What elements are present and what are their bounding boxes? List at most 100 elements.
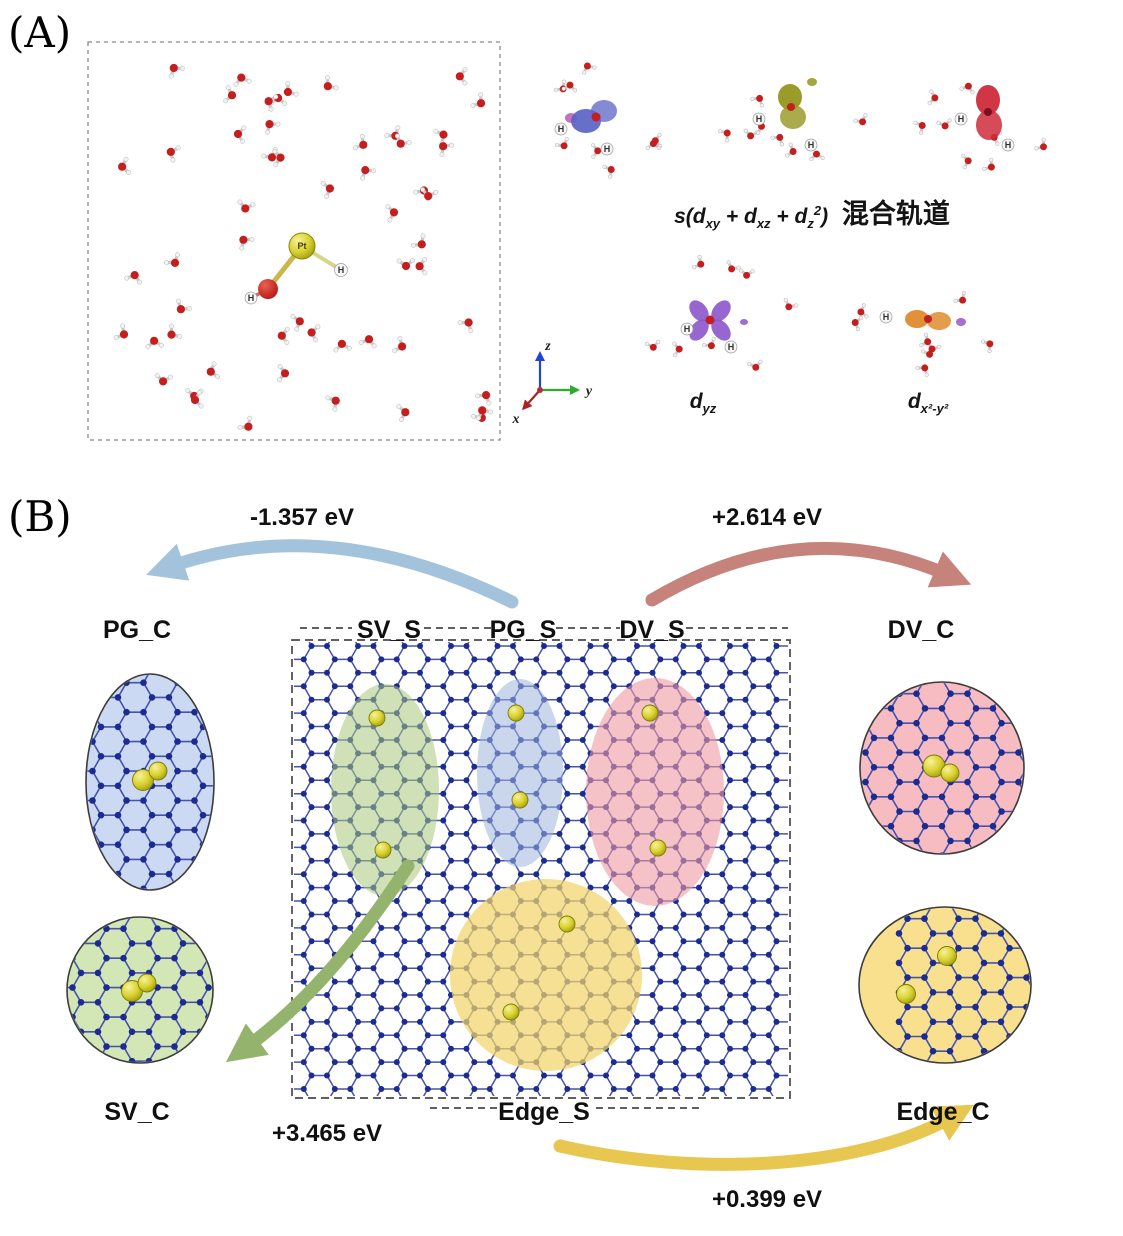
- hydrogen-atom: H: [954, 112, 968, 126]
- arrow-to-edge-c: [553, 1104, 974, 1171]
- water-molecule: [644, 339, 661, 351]
- dx2y2-orbital-label: dx²-y²: [907, 390, 949, 417]
- water-molecule: [385, 204, 399, 223]
- water-molecule: [206, 361, 221, 380]
- hydrogen-atom: H: [752, 112, 766, 126]
- water-molecule: [237, 415, 253, 431]
- water-molecule: [915, 364, 929, 377]
- energy-edge: +0.399 eV: [711, 1186, 823, 1213]
- water-molecule: [645, 140, 662, 151]
- water-molecule: [118, 156, 131, 175]
- water-molecule: [561, 81, 578, 93]
- hydrogen-atom: H: [680, 322, 694, 336]
- graphene-lattice: [895, 908, 1030, 1062]
- water-molecule: [360, 166, 377, 181]
- water-molecule: [455, 67, 468, 86]
- water-molecule: [277, 326, 290, 346]
- water-molecule: [457, 318, 474, 334]
- water-molecule: [420, 187, 439, 201]
- water-molecule: [439, 142, 454, 158]
- isosurface-mixed-red: [976, 85, 1002, 140]
- water-molecule: [283, 81, 299, 97]
- water-molecule: [475, 391, 492, 406]
- water-molecule: [320, 180, 334, 199]
- water-molecule: [783, 298, 799, 311]
- hydrogen-atom: H: [724, 340, 738, 354]
- highlight-dv-s: [586, 678, 724, 906]
- svg-text:H: H: [728, 342, 735, 352]
- svg-text:H: H: [1005, 140, 1012, 150]
- water-solvent: [113, 63, 493, 431]
- site-label-edge-c: Edge_C: [896, 1098, 990, 1126]
- isosurface-dyz: [689, 300, 748, 341]
- water-molecule: [264, 120, 281, 135]
- water-molecule: [168, 63, 185, 79]
- water-molecule: [851, 315, 864, 332]
- inset-pg-c: [85, 673, 215, 891]
- hydrogen-atom: H: [1001, 138, 1015, 152]
- water-molecule: [113, 323, 129, 341]
- water-molecule: [325, 395, 340, 412]
- pt-atom: [641, 704, 659, 722]
- inset-dv-c: [859, 681, 1025, 855]
- site-highlights: [331, 678, 724, 1071]
- inset-edge-c: [858, 906, 1032, 1064]
- water-molecule: [554, 136, 569, 150]
- water-molecule: [936, 118, 952, 130]
- water-molecule: [853, 113, 868, 126]
- graphene-lattice: [861, 683, 1023, 853]
- water-molecule: [433, 128, 448, 146]
- water-molecule: [124, 271, 143, 285]
- pt-water-complex: H Pt H: [244, 232, 348, 305]
- site-label-pg-s: PG_S: [489, 616, 557, 644]
- pt-atom: [502, 1003, 520, 1021]
- energy-sv: +3.465 eV: [271, 1120, 383, 1147]
- svg-text:H: H: [808, 140, 815, 150]
- water-molecule: [290, 313, 304, 332]
- water-molecule: [392, 335, 407, 354]
- water-molecule: [919, 332, 932, 348]
- pt-atom: [511, 791, 529, 809]
- pt-atom: [649, 839, 667, 857]
- pt-atom: [374, 841, 392, 859]
- water-molecule: [164, 252, 180, 267]
- water-molecule: [982, 157, 995, 172]
- water-molecule: [747, 359, 763, 371]
- supercell-border: [291, 639, 791, 1099]
- water-molecule: [154, 372, 173, 386]
- hydrogen-atom: H: [804, 138, 818, 152]
- pt-atom: [288, 232, 316, 260]
- oxygen-atom: [258, 279, 278, 299]
- water-molecule: [396, 258, 415, 271]
- axes-origin: [537, 387, 543, 393]
- site-label-dv-c: DV_C: [887, 616, 955, 644]
- site-label-pg-c: PG_C: [102, 616, 172, 644]
- water-molecule: [323, 75, 339, 91]
- pt-atom: [558, 915, 576, 933]
- isosurface-dx2y2: [905, 310, 966, 330]
- water-molecule: [770, 133, 785, 147]
- dashed-connectors: [300, 627, 788, 1109]
- svg-text:H: H: [558, 124, 565, 134]
- water-molecule: [785, 142, 797, 158]
- water-molecule: [739, 268, 755, 279]
- water-molecule: [927, 89, 939, 106]
- svg-text:H: H: [756, 114, 763, 124]
- water-molecule: [333, 339, 352, 353]
- water-molecule: [702, 336, 716, 350]
- pt-atom: [132, 769, 154, 791]
- water-molecule: [672, 341, 683, 358]
- site-label-dv-s: DV_S: [619, 616, 685, 644]
- pt-atom: [137, 973, 157, 993]
- water-molecule: [239, 235, 255, 251]
- arrow-to-pg-c: [146, 539, 519, 609]
- water-molecule: [581, 62, 597, 75]
- pt-atom: [148, 761, 168, 781]
- water-molecule: [233, 73, 252, 87]
- water-molecule: [175, 298, 192, 314]
- water-molecule: [959, 82, 975, 95]
- water-molecule: [476, 406, 493, 421]
- water-molecule: [307, 324, 321, 343]
- svg-text:H: H: [958, 114, 965, 124]
